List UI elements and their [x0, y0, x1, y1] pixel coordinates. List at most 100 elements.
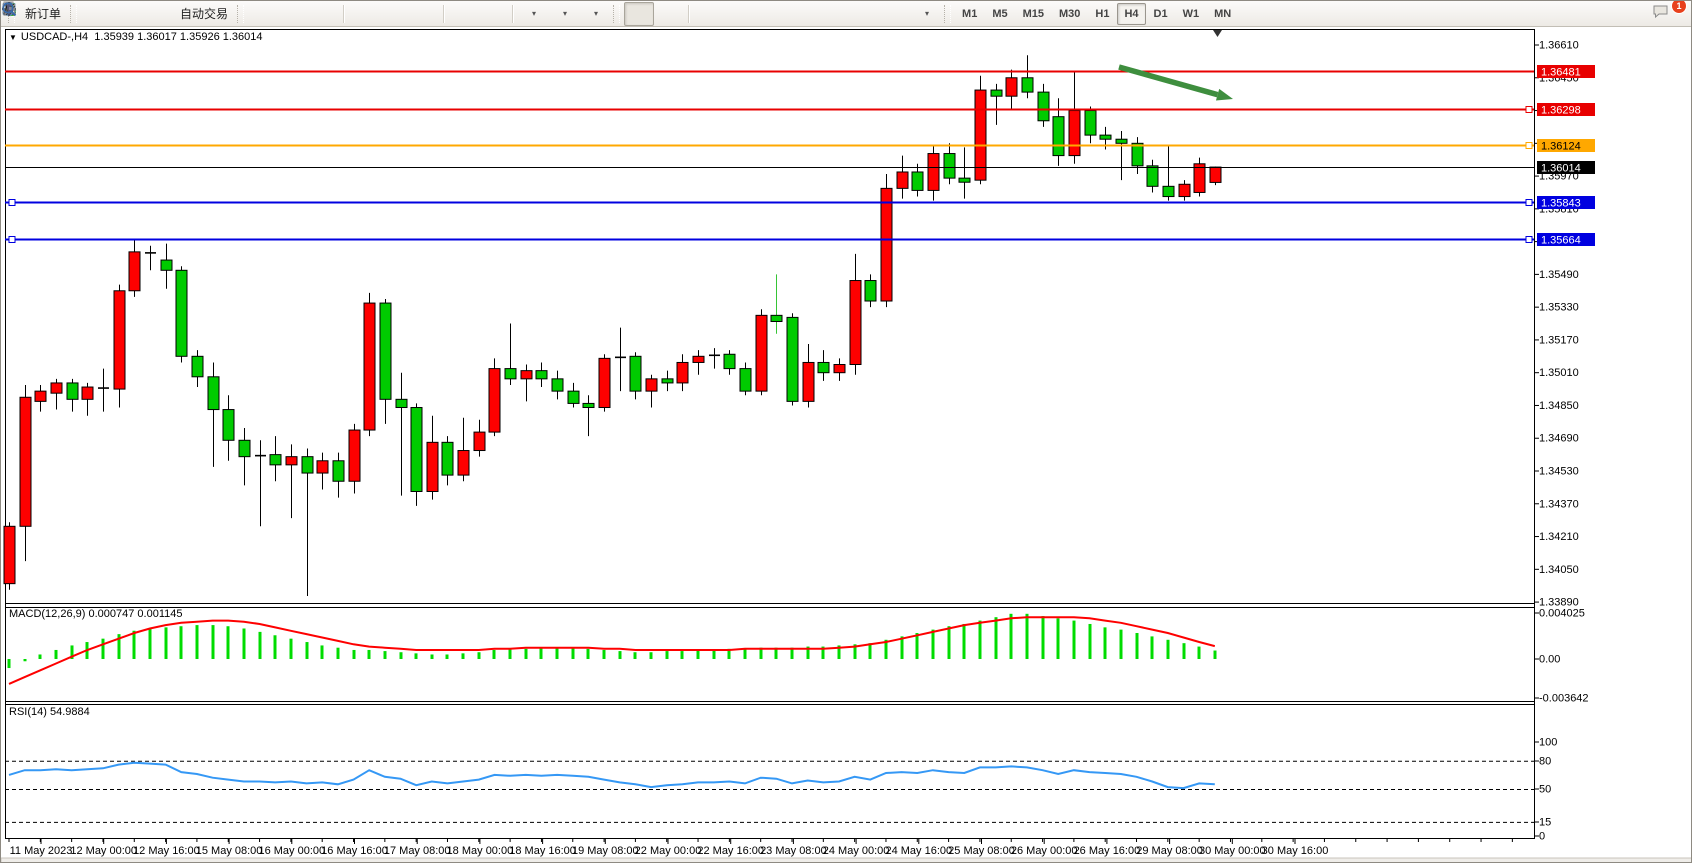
chart-shift-button[interactable]: [3, 2, 509, 26]
candle: [958, 177, 971, 183]
candle: [1021, 77, 1034, 93]
chart-ohlc-values: 1.35939 1.36017 1.35926 1.36014: [94, 31, 263, 43]
tile-windows-button[interactable]: [3, 2, 440, 26]
toolbar-separator: [512, 4, 515, 23]
auto-scroll-button[interactable]: [3, 2, 478, 26]
templates-button[interactable]: ▾: [2, 2, 609, 26]
candle: [1178, 183, 1191, 198]
candle: [1005, 77, 1018, 97]
macd-histogram-bar: [1072, 620, 1076, 659]
macd-histogram-bar: [242, 628, 246, 659]
notifications-button[interactable]: 1: [1651, 1, 1687, 26]
macd-histogram-bar: [602, 649, 606, 659]
timeframe-m15-button[interactable]: M15: [1022, 7, 1044, 20]
chart-background: [1, 27, 1691, 862]
candle: [723, 353, 736, 370]
candle: [175, 269, 188, 357]
candle: [332, 460, 345, 482]
arrows-button[interactable]: ▾: [6, 2, 940, 26]
candle: [1115, 138, 1128, 144]
trend-arrow-head[interactable]: [1215, 88, 1233, 101]
macd-histogram-bar: [1088, 623, 1092, 659]
macd-histogram-bar: [649, 652, 653, 659]
level-handle[interactable]: [1525, 142, 1533, 149]
toolbar-gripper[interactable]: [613, 4, 621, 23]
macd-axis-label: 0.00: [1539, 654, 1560, 666]
templates-dropdown-caret[interactable]: ▾: [594, 9, 599, 18]
horizontal-line-button[interactable]: [3, 2, 754, 26]
metaeditor-button[interactable]: [2, 1, 111, 26]
new-order-button[interactable]: 新订单: [3, 1, 66, 26]
toolbar-gripper[interactable]: [237, 4, 245, 23]
vertical-line-button[interactable]: [8, 2, 723, 26]
chart-shift-marker[interactable]: [1213, 30, 1222, 37]
candle: [1099, 134, 1112, 140]
equidistant-channel-button[interactable]: E: [2, 2, 816, 26]
macd-histogram-bar: [978, 620, 982, 659]
macd-histogram-bar: [1150, 636, 1154, 659]
chart-bars-button[interactable]: [3, 2, 278, 26]
periods-button[interactable]: ▾: [2, 2, 578, 26]
timeframe-h1-button[interactable]: H1: [1095, 7, 1110, 20]
macd-histogram-bar: [1213, 650, 1217, 659]
macd-histogram-bar: [571, 647, 575, 659]
timeframe-m30-button[interactable]: M30: [1059, 7, 1081, 20]
new-order-label: 新订单: [25, 7, 62, 21]
terminal-button[interactable]: [2, 2, 142, 26]
arrows-dropdown-caret[interactable]: ▾: [925, 9, 930, 18]
candle: [207, 376, 220, 411]
time-label: 24 May 16:00: [885, 845, 952, 857]
macd-signal-line: [8, 616, 1216, 685]
macd-histogram-bar: [23, 659, 27, 662]
search-button[interactable]: [2, 2, 1645, 26]
candle: [786, 316, 799, 402]
trend-arrow-line[interactable]: [1118, 64, 1219, 98]
rsi-axis-label: 50: [1539, 784, 1551, 796]
indicators-dropdown-caret[interactable]: ▾: [532, 9, 537, 18]
zoom-in-button[interactable]: [2, 2, 378, 26]
cursor-button[interactable]: [5, 1, 655, 26]
timeframe-mn-button[interactable]: MN: [1214, 7, 1232, 20]
price-tick-label: 1.35330: [1539, 302, 1579, 314]
chart-line-button[interactable]: [2, 2, 340, 26]
fibonacci-button[interactable]: F: [3, 2, 847, 26]
signals-button[interactable]: [3, 2, 173, 26]
candle: [849, 280, 862, 366]
level-handle[interactable]: [8, 199, 16, 206]
macd-histogram-bar: [117, 634, 121, 659]
macd-histogram-bar: [414, 653, 418, 659]
trendline-button[interactable]: [3, 2, 785, 26]
candle: [379, 302, 392, 400]
candle: [222, 409, 235, 441]
toolbar-gripper[interactable]: [944, 4, 952, 23]
symbol-collapse-icon[interactable]: ▼: [9, 33, 17, 42]
level-handle[interactable]: [1525, 106, 1533, 113]
autotrading-button[interactable]: 自动交易: [2, 2, 233, 26]
text-button[interactable]: A: [5, 2, 878, 26]
level-handle[interactable]: [1525, 199, 1533, 206]
crosshair-button[interactable]: [2, 2, 685, 26]
chart-candles-button[interactable]: [3, 2, 309, 26]
text-label-button[interactable]: T: [3, 2, 909, 26]
indicators-button[interactable]: ▾: [2, 2, 547, 26]
level-handle[interactable]: [8, 236, 16, 243]
timeframe-m5-button[interactable]: M5: [992, 7, 1008, 20]
candle: [567, 390, 580, 404]
zoom-out-button[interactable]: [2, 2, 409, 26]
timeframe-h4-button[interactable]: H4: [1117, 2, 1146, 25]
macd-histogram-bar: [399, 652, 403, 659]
candle: [410, 407, 423, 492]
macd-histogram-bar: [947, 626, 951, 659]
candle: [661, 378, 674, 384]
toolbar-gripper[interactable]: [70, 4, 78, 23]
candle: [943, 153, 956, 179]
periods-dropdown-caret[interactable]: ▾: [563, 9, 568, 18]
timeframe-d1-button[interactable]: D1: [1153, 7, 1168, 20]
candle: [1068, 110, 1081, 157]
timeframe-m1-button[interactable]: M1: [962, 7, 978, 20]
macd-histogram-bar: [774, 647, 778, 659]
level-handle[interactable]: [1525, 236, 1533, 243]
timeframe-w1-button[interactable]: W1: [1182, 7, 1200, 20]
